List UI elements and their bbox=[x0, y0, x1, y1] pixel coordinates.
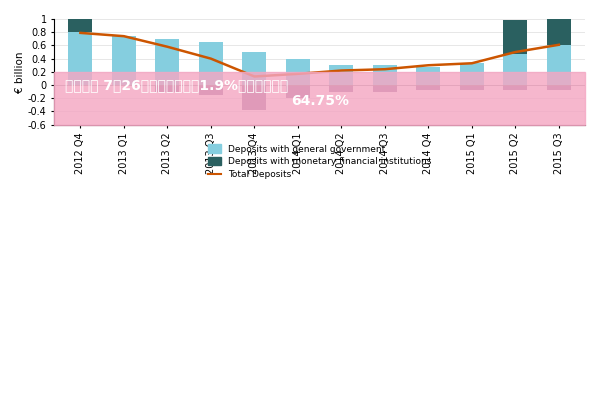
Bar bbox=[416, 67, 440, 85]
Bar bbox=[416, 85, 440, 90]
Legend: Deposits with general government, Deposits with monetary financial institutions,: Deposits with general government, Deposi… bbox=[203, 140, 436, 184]
Bar bbox=[286, 59, 310, 85]
Bar bbox=[199, 42, 223, 85]
Bar bbox=[242, 52, 266, 85]
Bar bbox=[547, 11, 571, 46]
Bar bbox=[68, 19, 92, 32]
Bar bbox=[503, 20, 527, 54]
Bar bbox=[373, 65, 397, 85]
Bar bbox=[329, 65, 353, 85]
Bar bbox=[54, 72, 585, 125]
Text: 配资技巧 7月26日微芯转倗上涨1.9%，转股溢价率: 配资技巧 7月26日微芯转倗上涨1.9%，转股溢价率 bbox=[65, 78, 288, 92]
Bar bbox=[547, 85, 571, 90]
Bar bbox=[503, 85, 527, 90]
Bar bbox=[460, 63, 484, 85]
Bar bbox=[155, 39, 179, 85]
Bar bbox=[460, 85, 484, 90]
Bar bbox=[155, 85, 179, 92]
Bar bbox=[373, 85, 397, 92]
Bar bbox=[242, 85, 266, 110]
Bar bbox=[286, 85, 310, 98]
Bar bbox=[503, 54, 527, 85]
Bar bbox=[547, 46, 571, 85]
Y-axis label: € billion: € billion bbox=[15, 51, 25, 93]
Bar bbox=[68, 32, 92, 85]
Bar bbox=[329, 85, 353, 92]
Bar bbox=[199, 85, 223, 95]
Text: 64.75%: 64.75% bbox=[290, 94, 349, 108]
Bar bbox=[112, 36, 136, 85]
